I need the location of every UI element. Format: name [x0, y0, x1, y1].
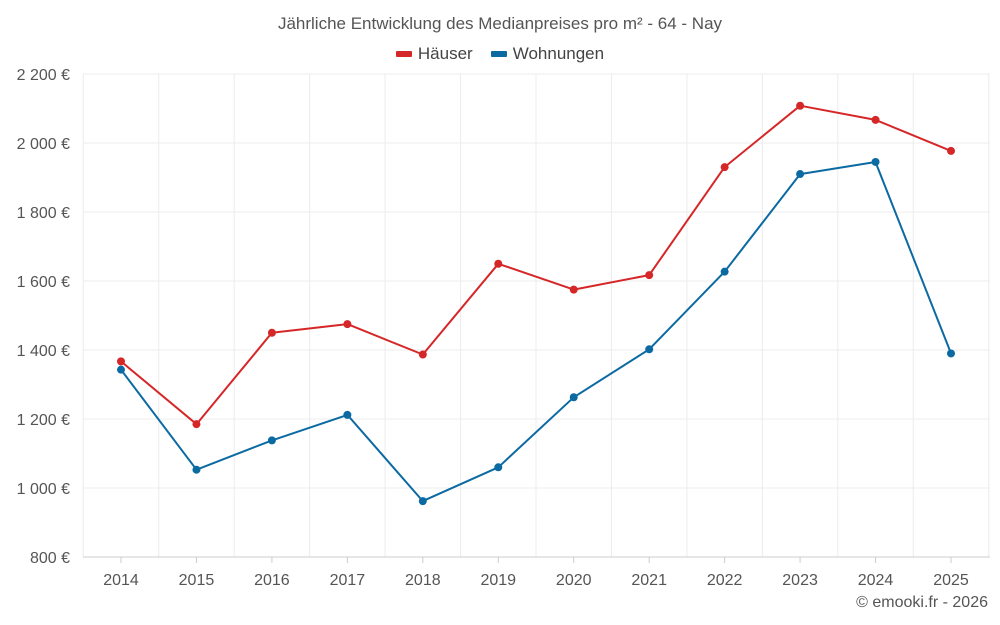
y-tick-label: 2 000 €: [17, 136, 70, 153]
data-point-haeuser-2025[interactable]: [947, 146, 955, 155]
data-point-wohnungen-2022[interactable]: [720, 267, 729, 276]
data-point-wohnungen-2019[interactable]: [494, 463, 503, 472]
data-point-haeuser-2023[interactable]: [796, 101, 805, 110]
legend-item-haeuser[interactable]: Häuser: [395, 44, 473, 64]
credit-text: © emooki.fr - 2026: [856, 594, 988, 611]
x-tick-label: 2019: [480, 572, 516, 589]
data-point-wohnungen-2015[interactable]: [192, 465, 201, 474]
x-tick-label: 2017: [330, 572, 366, 589]
data-point-wohnungen-2020[interactable]: [569, 393, 578, 402]
x-tick-label: 2023: [782, 572, 818, 589]
data-point-haeuser-2016[interactable]: [267, 328, 276, 337]
data-point-haeuser-2015[interactable]: [192, 420, 201, 429]
y-tick-label: 1 200 €: [17, 412, 70, 429]
data-point-haeuser-2014[interactable]: [117, 357, 125, 366]
data-point-wohnungen-2017[interactable]: [343, 410, 352, 419]
x-tick-label: 2025: [933, 572, 969, 589]
data-point-haeuser-2022[interactable]: [720, 163, 729, 172]
legend-swatch-wohnungen: [490, 51, 507, 57]
x-tick-label: 2022: [707, 572, 743, 589]
y-tick-label: 1 600 €: [17, 274, 70, 291]
x-tick-label: 2014: [103, 572, 139, 589]
data-point-wohnungen-2016[interactable]: [267, 436, 276, 445]
x-tick-label: 2020: [556, 572, 592, 589]
data-point-haeuser-2017[interactable]: [343, 320, 352, 329]
chart-title: Jährliche Entwicklung des Medianpreises …: [277, 14, 723, 33]
data-point-haeuser-2019[interactable]: [494, 259, 503, 268]
x-tick-label: 2016: [254, 572, 290, 589]
legend-label-wohnungen: Wohnungen: [512, 44, 605, 63]
y-tick-label: 2 200 €: [17, 67, 70, 84]
y-tick-label: 1 000 €: [17, 481, 70, 498]
x-tick-label: 2018: [405, 572, 441, 589]
series-line-wohnungen: [120, 161, 952, 503]
data-point-wohnungen-2024[interactable]: [871, 157, 880, 166]
y-tick-label: 800 €: [30, 550, 70, 567]
x-tick-label: 2021: [631, 572, 667, 589]
data-point-haeuser-2018[interactable]: [418, 350, 427, 359]
x-tick-label: 2015: [179, 572, 215, 589]
data-point-haeuser-2020[interactable]: [569, 285, 578, 294]
legend: Häuser Wohnungen: [0, 44, 1000, 64]
y-tick-label: 1 400 €: [17, 343, 70, 360]
data-point-haeuser-2021[interactable]: [645, 271, 654, 280]
legend-label-haeuser: Häuser: [417, 44, 473, 63]
series-line-haeuser: [120, 104, 952, 426]
y-tick-label: 1 800 €: [17, 205, 70, 222]
data-point-wohnungen-2014[interactable]: [117, 365, 125, 374]
data-point-wohnungen-2025[interactable]: [947, 349, 955, 358]
legend-swatch-haeuser: [395, 51, 412, 57]
x-tick-label: 2024: [858, 572, 894, 589]
data-point-wohnungen-2021[interactable]: [645, 345, 654, 354]
data-point-wohnungen-2018[interactable]: [418, 497, 427, 506]
legend-item-wohnungen[interactable]: Wohnungen: [490, 44, 605, 64]
data-point-wohnungen-2023[interactable]: [796, 170, 805, 179]
data-point-haeuser-2024[interactable]: [871, 115, 880, 124]
